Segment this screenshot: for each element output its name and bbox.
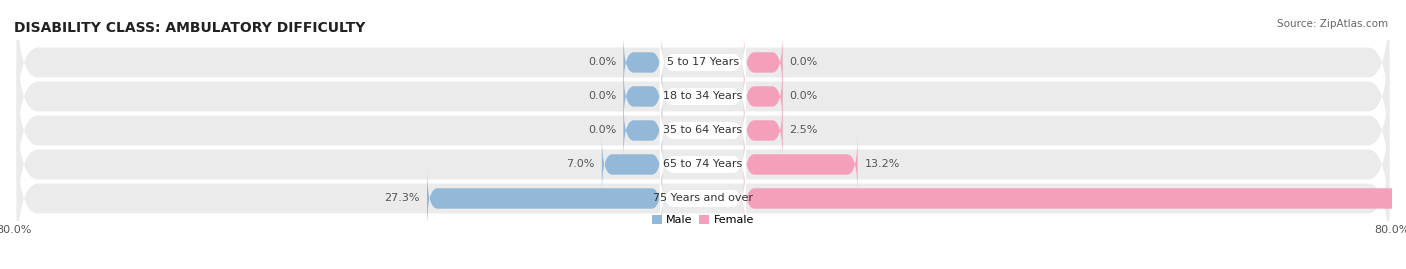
Legend: Male, Female: Male, Female	[647, 210, 759, 229]
Text: 0.0%: 0.0%	[588, 125, 616, 136]
Text: 35 to 64 Years: 35 to 64 Years	[664, 125, 742, 136]
Text: DISABILITY CLASS: AMBULATORY DIFFICULTY: DISABILITY CLASS: AMBULATORY DIFFICULTY	[14, 21, 366, 35]
Text: 0.0%: 0.0%	[790, 58, 818, 68]
Text: 75 Years and over: 75 Years and over	[652, 193, 754, 203]
FancyBboxPatch shape	[623, 100, 662, 161]
FancyBboxPatch shape	[744, 168, 1403, 229]
Text: 65 to 74 Years: 65 to 74 Years	[664, 160, 742, 169]
Text: 27.3%: 27.3%	[385, 193, 420, 203]
FancyBboxPatch shape	[659, 20, 747, 105]
Text: 0.0%: 0.0%	[588, 58, 616, 68]
FancyBboxPatch shape	[659, 156, 747, 241]
FancyBboxPatch shape	[744, 66, 783, 127]
Text: 2.5%: 2.5%	[790, 125, 818, 136]
FancyBboxPatch shape	[17, 128, 1389, 268]
Text: 5 to 17 Years: 5 to 17 Years	[666, 58, 740, 68]
FancyBboxPatch shape	[623, 66, 662, 127]
Text: Source: ZipAtlas.com: Source: ZipAtlas.com	[1277, 19, 1388, 29]
FancyBboxPatch shape	[659, 54, 747, 139]
FancyBboxPatch shape	[17, 94, 1389, 235]
FancyBboxPatch shape	[17, 61, 1389, 200]
FancyBboxPatch shape	[17, 26, 1389, 167]
FancyBboxPatch shape	[17, 0, 1389, 133]
FancyBboxPatch shape	[623, 32, 662, 93]
Text: 18 to 34 Years: 18 to 34 Years	[664, 91, 742, 101]
Text: 13.2%: 13.2%	[865, 160, 900, 169]
FancyBboxPatch shape	[744, 100, 783, 161]
FancyBboxPatch shape	[744, 134, 858, 195]
Text: 0.0%: 0.0%	[588, 91, 616, 101]
Text: 7.0%: 7.0%	[567, 160, 595, 169]
FancyBboxPatch shape	[659, 88, 747, 173]
FancyBboxPatch shape	[744, 32, 783, 93]
FancyBboxPatch shape	[427, 168, 662, 229]
Text: 0.0%: 0.0%	[790, 91, 818, 101]
FancyBboxPatch shape	[602, 134, 662, 195]
FancyBboxPatch shape	[659, 122, 747, 207]
